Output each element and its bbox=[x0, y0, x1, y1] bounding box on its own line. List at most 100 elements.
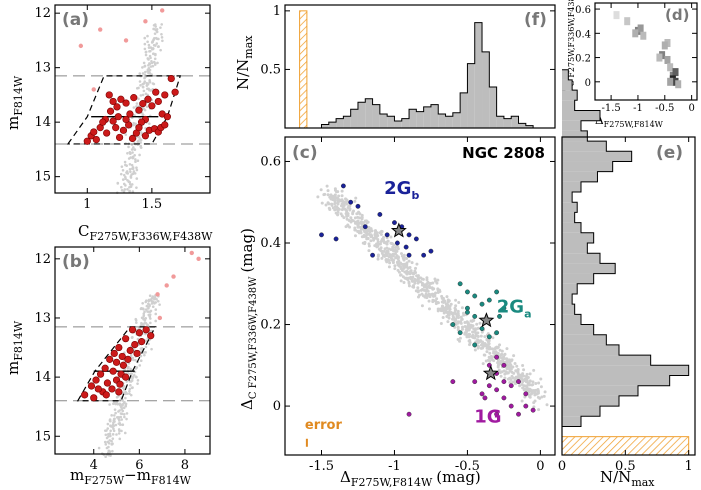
panel-d-xlabel: ΔF275W,F814W bbox=[595, 113, 664, 129]
selected-star bbox=[101, 364, 109, 372]
population-star bbox=[319, 232, 324, 238]
field-star bbox=[440, 304, 444, 308]
field-star bbox=[393, 267, 397, 271]
field-star bbox=[130, 336, 134, 339]
population-star bbox=[479, 326, 485, 332]
field-star bbox=[410, 279, 414, 283]
field-star bbox=[434, 291, 438, 295]
field-star bbox=[435, 281, 439, 285]
density-cell bbox=[637, 24, 644, 33]
selected-star bbox=[130, 94, 138, 102]
panel-a-xlabel: CF275W,F336W,F438W bbox=[78, 222, 213, 243]
selected-star bbox=[106, 107, 115, 115]
panel-c-xlabel: ΔF275W,F814W (mag) bbox=[340, 468, 481, 489]
selected-star bbox=[119, 361, 127, 369]
field-star bbox=[454, 304, 458, 308]
field-star bbox=[453, 309, 457, 313]
field-star bbox=[153, 28, 157, 31]
field-star bbox=[469, 319, 473, 323]
field-star bbox=[140, 321, 143, 325]
field-star bbox=[146, 310, 150, 313]
field-star bbox=[351, 212, 355, 216]
field-star bbox=[332, 194, 336, 198]
field-star bbox=[526, 387, 530, 391]
histogram-bar bbox=[562, 232, 594, 243]
field-star bbox=[489, 354, 493, 358]
field-star bbox=[467, 339, 471, 343]
field-star bbox=[358, 225, 362, 229]
field-star bbox=[346, 212, 350, 216]
selected-star bbox=[106, 355, 114, 363]
field-star bbox=[441, 315, 445, 319]
field-star bbox=[122, 413, 126, 416]
field-star bbox=[146, 93, 149, 97]
selected-star bbox=[167, 74, 175, 83]
population-star bbox=[494, 330, 500, 336]
field-star bbox=[529, 388, 533, 392]
selected-star bbox=[92, 135, 100, 144]
field-star bbox=[333, 201, 337, 205]
field-star bbox=[109, 429, 112, 433]
field-star bbox=[142, 61, 146, 65]
field-star bbox=[390, 258, 394, 262]
population-star bbox=[465, 309, 470, 315]
selected-star bbox=[112, 358, 121, 366]
x-tick-label: 1 bbox=[83, 197, 91, 212]
field-star bbox=[142, 314, 146, 318]
field-star bbox=[468, 343, 472, 347]
field-star bbox=[545, 403, 549, 407]
field-star bbox=[382, 235, 386, 239]
field-star bbox=[376, 257, 380, 261]
field-star bbox=[469, 325, 473, 329]
field-star bbox=[120, 408, 124, 411]
histogram-bar bbox=[350, 109, 358, 128]
field-star bbox=[122, 406, 126, 410]
field-star bbox=[147, 66, 151, 70]
panel-a-frame bbox=[54, 4, 211, 194]
histogram-bar bbox=[445, 116, 453, 128]
density-cell bbox=[640, 31, 647, 40]
field-star bbox=[127, 365, 130, 369]
selected-star bbox=[90, 128, 98, 136]
population-star bbox=[486, 334, 492, 340]
field-star bbox=[150, 347, 153, 351]
population-star bbox=[523, 403, 529, 409]
field-star bbox=[153, 32, 157, 35]
field-star bbox=[479, 334, 483, 338]
population-mean-star bbox=[390, 222, 407, 238]
field-star bbox=[118, 403, 122, 406]
field-star bbox=[132, 106, 136, 109]
field-star bbox=[425, 282, 429, 286]
population-star bbox=[494, 289, 500, 295]
panel-d-label: (d) bbox=[665, 6, 689, 24]
selected-star bbox=[122, 115, 130, 124]
histogram-bar bbox=[562, 202, 578, 213]
error-label: error bbox=[305, 418, 343, 433]
field-star bbox=[150, 59, 153, 63]
histogram-bar bbox=[321, 124, 329, 128]
field-star bbox=[516, 376, 520, 380]
field-star bbox=[440, 294, 444, 298]
field-star bbox=[122, 388, 126, 391]
population-star bbox=[501, 362, 507, 368]
field-star bbox=[451, 314, 455, 318]
field-star bbox=[329, 193, 333, 197]
field-star bbox=[144, 50, 148, 54]
field-star bbox=[354, 196, 358, 200]
field-star bbox=[154, 308, 158, 311]
histogram-bar bbox=[357, 102, 366, 128]
field-star bbox=[330, 203, 334, 207]
density-cell bbox=[613, 11, 620, 20]
histogram-bar bbox=[562, 355, 651, 366]
field-star bbox=[514, 369, 518, 373]
field-star bbox=[109, 424, 112, 428]
field-star bbox=[513, 362, 517, 366]
field-star bbox=[113, 414, 116, 417]
histogram-bar bbox=[562, 110, 600, 121]
panel-b-frame bbox=[54, 246, 211, 455]
field-star bbox=[344, 197, 348, 201]
histogram-bar bbox=[562, 416, 581, 427]
panel-a-label: (a) bbox=[62, 10, 89, 30]
field-star bbox=[415, 274, 419, 278]
highlight-star bbox=[164, 283, 169, 288]
